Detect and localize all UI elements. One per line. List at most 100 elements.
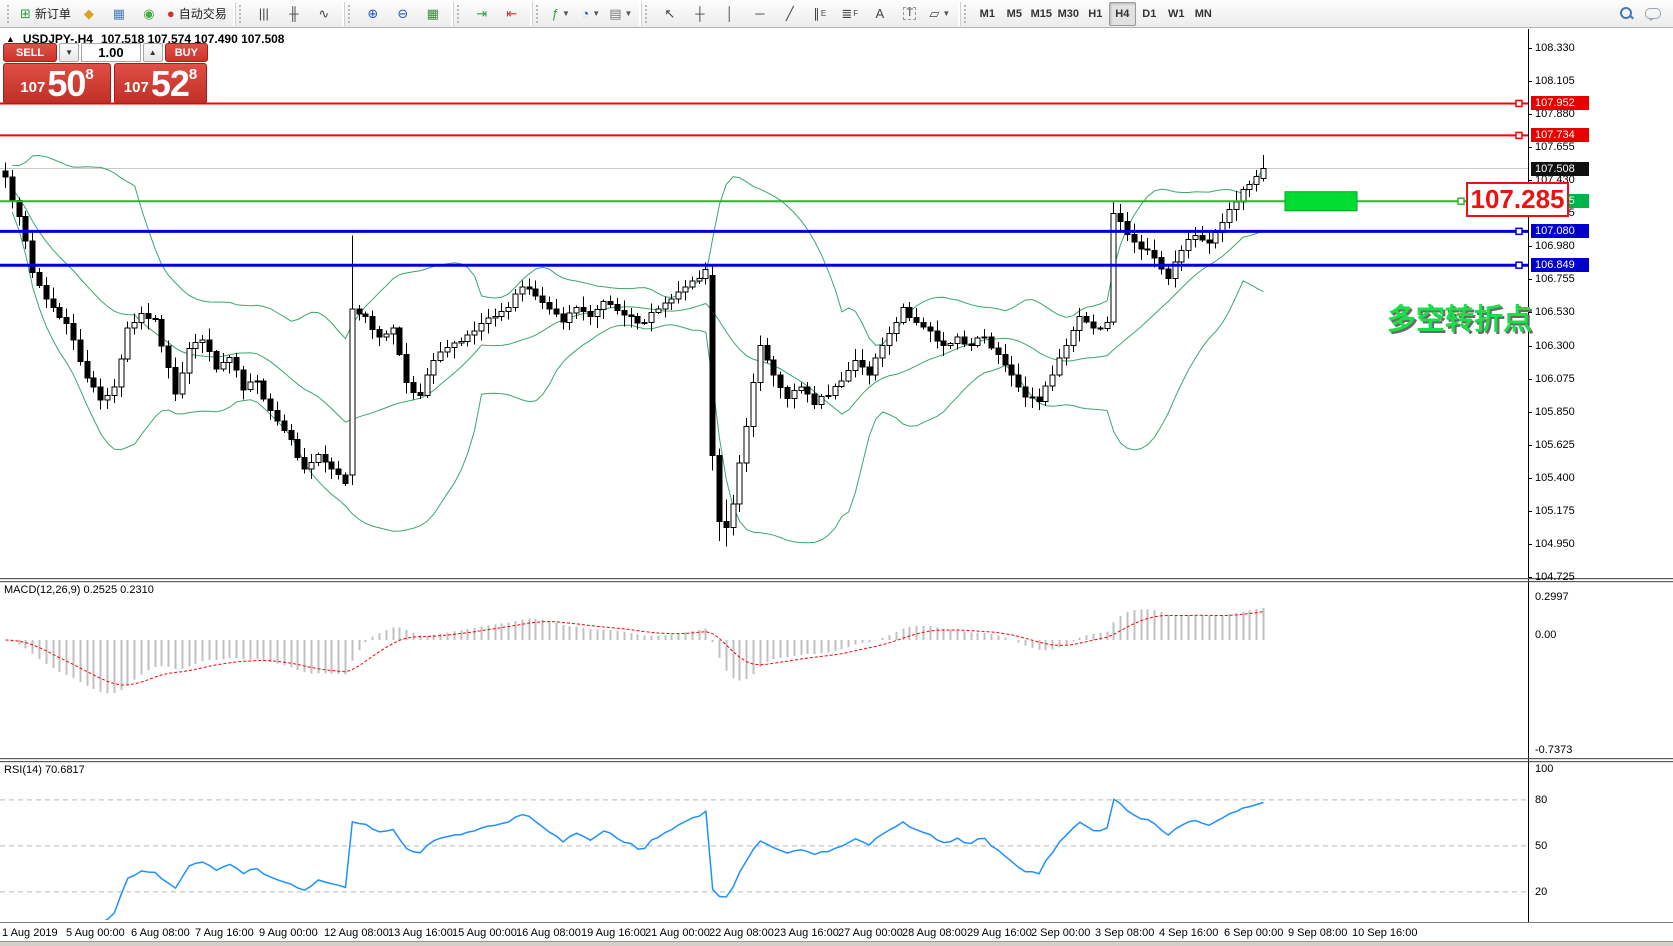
toolbar-grip[interactable]: [7, 4, 13, 23]
templates-icon: ▤: [609, 6, 622, 21]
indicators-button[interactable]: ƒ ▼: [546, 2, 576, 26]
sell-button[interactable]: SELL: [3, 43, 58, 62]
crosshair-icon: ┼: [695, 6, 705, 21]
data-window-icon: ▦: [112, 6, 126, 21]
toolbar-group: ⊕ ⊖ ▦: [343, 1, 451, 26]
equidistant-channel-icon: ∥: [813, 6, 820, 21]
fibonacci-icon: ≣: [841, 6, 853, 21]
one-click-trading-panel: SELL ▼ ▲ BUY 107 50 8 107 52 8: [3, 43, 208, 104]
new-order-button[interactable]: ⊞ 新订单: [17, 2, 74, 26]
label-icon: T: [903, 7, 917, 20]
line-chart-button[interactable]: ∿: [309, 2, 339, 26]
text-icon: A: [875, 6, 885, 21]
sell-price-tile[interactable]: 107 50 8: [3, 63, 111, 104]
toolbar-grip[interactable]: [963, 4, 970, 23]
toolbar-grip[interactable]: [535, 4, 542, 23]
volume-up-button[interactable]: ▲: [142, 43, 163, 62]
toolbar-group: ↖ ┼ │ ─ ╱ ∥ E ≣ F A T ▱ ▼: [640, 1, 958, 26]
shapes-dropdown-icon[interactable]: ▼: [942, 9, 951, 18]
vertical-line-button[interactable]: │: [715, 2, 745, 26]
fibonacci-button[interactable]: ≣ F: [835, 2, 865, 26]
timeframe-m15-button[interactable]: M15: [1030, 7, 1052, 20]
chart-shot-button[interactable]: ◆: [74, 2, 104, 26]
timeframe-m30-button[interactable]: M30: [1057, 7, 1079, 20]
text-button[interactable]: A: [865, 2, 895, 26]
zoom-in-button[interactable]: ⊕: [358, 2, 388, 26]
price-level-note-box[interactable]: 107.285: [1466, 182, 1569, 217]
timeframe-m5-button[interactable]: M5: [1006, 7, 1022, 20]
tile-windows-icon: ▦: [426, 6, 439, 21]
shapes-button[interactable]: ▱ ▼: [925, 2, 955, 26]
zoom-in-icon: ⊕: [367, 6, 379, 21]
chart-header: ▲ USDJPY-,H4 107.518 107.574 107.490 107…: [6, 32, 284, 46]
signals-button[interactable]: ◉: [134, 2, 164, 26]
toolbar-grip[interactable]: [347, 4, 354, 23]
new-order-icon: ⊞: [20, 6, 31, 21]
toolbar-right: [1619, 6, 1669, 22]
auto-scroll-button[interactable]: ⇥: [467, 2, 497, 26]
timeframe-h4-button[interactable]: H4: [1108, 1, 1136, 26]
zoom-out-icon: ⊖: [397, 6, 409, 21]
timeframe-m1-button[interactable]: M1: [979, 7, 995, 20]
chart-shift-button[interactable]: ⇤: [497, 2, 527, 26]
vertical-line-icon: │: [725, 6, 734, 21]
trendline-icon: ╱: [785, 6, 794, 21]
trendline-button[interactable]: ╱: [775, 2, 805, 26]
timeframe-w1-button[interactable]: W1: [1168, 7, 1185, 20]
shapes-icon: ▱: [929, 6, 940, 21]
timeframe-d1-button[interactable]: D1: [1142, 7, 1157, 20]
autotrading-icon: ●: [166, 6, 175, 21]
candlestick-chart-icon: ╫: [289, 6, 299, 21]
ohlc-quote-label: 107.518 107.574 107.490 107.508: [100, 32, 285, 46]
candlestick-chart-button[interactable]: ╫: [279, 2, 309, 26]
toolbar: ⊞ 新订单 ◆ ▦ ◉ ● 自动交易 ||| ╫ ∿ ⊕ ⊖ ▦ ⇥ ⇤ ƒ ▼ ◔ ▼ ▤ ▼ ↖ ┼ │ ─ ╱ ∥ E ≣ F A T ▱…: [0, 0, 1673, 28]
timeframe-mn-button[interactable]: MN: [1194, 7, 1212, 20]
horizontal-line-icon: ─: [755, 6, 765, 21]
toolbar-group: ||| ╫ ∿: [234, 1, 342, 26]
bar-chart-button[interactable]: |||: [249, 2, 279, 26]
search-icon[interactable]: [1619, 6, 1635, 22]
label-button[interactable]: T: [895, 2, 925, 26]
buy-button[interactable]: BUY: [164, 43, 208, 62]
autotrading-button[interactable]: ● 自动交易: [164, 2, 230, 26]
zoom-out-button[interactable]: ⊖: [388, 2, 418, 26]
window-resize-strip: [0, 941, 1673, 946]
indicators-dropdown-icon[interactable]: ▼: [561, 9, 570, 18]
data-window-button[interactable]: ▦: [104, 2, 134, 26]
cursor-button[interactable]: ↖: [655, 2, 685, 26]
chart-shift-icon: ⇤: [506, 6, 518, 21]
toolbar-grip[interactable]: [456, 4, 463, 23]
chart-canvas[interactable]: [0, 28, 1673, 941]
volume-down-button[interactable]: ▼: [59, 43, 79, 62]
tile-windows-button[interactable]: ▦: [418, 2, 448, 26]
timeframe-h1-button[interactable]: H1: [1088, 7, 1103, 20]
sell-price-handle: 107: [20, 79, 46, 96]
toolbar-grip[interactable]: [644, 4, 651, 23]
autotrading-label: 自动交易: [178, 7, 227, 21]
toolbar-group: ƒ ▼ ◔ ▼ ▤ ▼: [531, 1, 639, 26]
periods-button[interactable]: ◔ ▼: [576, 2, 606, 26]
buy-price-tile[interactable]: 107 52 8: [114, 63, 207, 104]
auto-scroll-icon: ⇥: [476, 6, 488, 21]
periods-dropdown-icon[interactable]: ▼: [592, 9, 601, 18]
buy-price-handle: 107: [123, 79, 149, 96]
fibonacci-sub-label: F: [853, 9, 859, 18]
horizontal-line-button[interactable]: ─: [745, 2, 775, 26]
pivot-annotation-text[interactable]: 多空转折点: [1387, 304, 1533, 336]
templates-button[interactable]: ▤ ▼: [606, 2, 636, 26]
cursor-icon: ↖: [664, 6, 676, 21]
bar-chart-icon: |||: [258, 6, 269, 21]
volume-input[interactable]: [80, 43, 141, 62]
toolbar-grip[interactable]: [238, 4, 245, 23]
green-zone-rectangle[interactable]: [1284, 191, 1358, 212]
buy-price-pips: 52: [150, 63, 190, 104]
buy-price-point: 8: [188, 66, 198, 83]
templates-dropdown-icon[interactable]: ▼: [624, 9, 633, 18]
toolbar-group: ⇥ ⇤: [452, 1, 530, 26]
crosshair-button[interactable]: ┼: [685, 2, 715, 26]
indicators-icon: ƒ: [551, 6, 559, 21]
collapse-subwindows-icon[interactable]: ▲: [6, 34, 15, 44]
equidistant-channel-button[interactable]: ∥ E: [805, 2, 835, 26]
chat-icon[interactable]: [1645, 7, 1663, 21]
periods-icon: ◔: [581, 6, 590, 21]
